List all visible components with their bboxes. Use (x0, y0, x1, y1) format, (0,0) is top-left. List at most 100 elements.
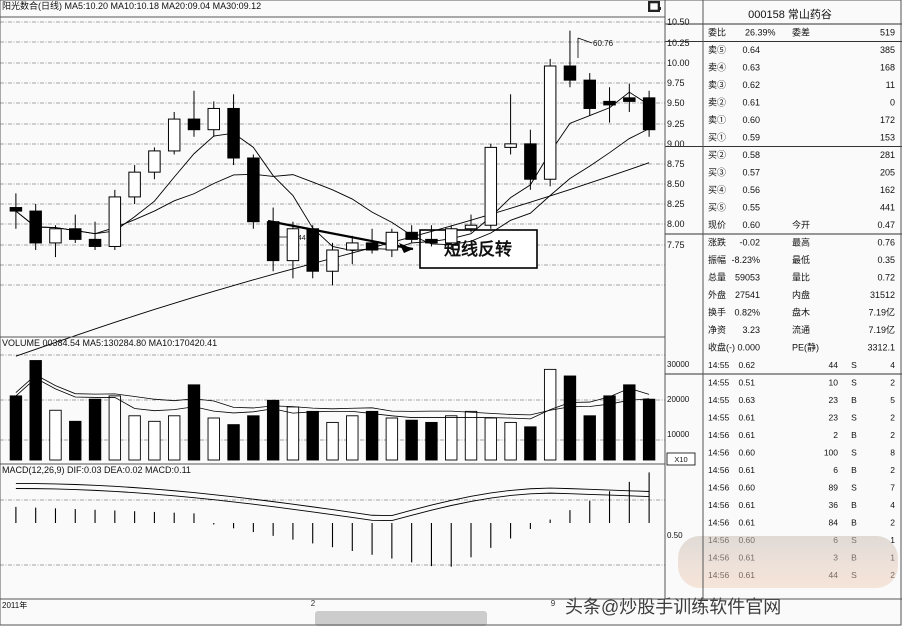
svg-text:卖④: 卖④ (708, 63, 726, 73)
svg-text:441: 441 (880, 203, 895, 213)
svg-text:168: 168 (880, 63, 895, 73)
svg-text:换手: 换手 (708, 307, 726, 318)
svg-text:0.63: 0.63 (742, 63, 760, 73)
svg-text:26.39%: 26.39% (745, 28, 776, 38)
svg-text:量比: 量比 (792, 272, 810, 283)
svg-text:44: 44 (829, 360, 839, 370)
svg-text:23: 23 (829, 395, 839, 405)
svg-text:0.56: 0.56 (742, 185, 760, 195)
svg-text:B: B (851, 500, 857, 510)
svg-text:B: B (851, 465, 857, 475)
svg-text:B: B (851, 395, 857, 405)
svg-text:0.61: 0.61 (742, 98, 760, 108)
svg-text:MACD(12,26,9) DIF:0.03 DEA:0.0: MACD(12,26,9) DIF:0.03 DEA:0.02 MACD:0.1… (2, 465, 191, 475)
svg-text:VOLUME 00384.54 MA5:130284.80: VOLUME 00384.54 MA5:130284.80 MA10:17042… (2, 338, 217, 348)
svg-text:2: 2 (890, 518, 895, 528)
svg-text:0.64: 0.64 (742, 45, 760, 55)
svg-text:89: 89 (829, 483, 839, 493)
svg-text:-0.02: -0.02 (739, 238, 760, 248)
svg-text:385: 385 (880, 45, 895, 55)
svg-text:头条@炒股手训练软件官网: 头条@炒股手训练软件官网 (565, 597, 781, 617)
svg-text:0.50: 0.50 (667, 531, 683, 540)
svg-text:卖①: 卖① (708, 115, 726, 125)
svg-text:0.60: 0.60 (742, 115, 760, 125)
svg-text:外盘: 外盘 (708, 289, 726, 300)
svg-text:281: 281 (880, 150, 895, 160)
svg-text:S: S (851, 483, 857, 493)
svg-text:9.25: 9.25 (667, 119, 685, 129)
svg-text:0.72: 0.72 (877, 273, 895, 283)
svg-text:2: 2 (890, 413, 895, 423)
svg-text:60.76: 60.76 (593, 39, 614, 48)
svg-text:59053: 59053 (735, 273, 760, 283)
svg-text:买⑤: 买⑤ (708, 203, 726, 213)
svg-text:B: B (851, 430, 857, 440)
svg-text:14:56: 14:56 (708, 465, 730, 475)
svg-text:2: 2 (833, 430, 838, 440)
svg-text:4: 4 (890, 360, 895, 370)
svg-text:6: 6 (833, 465, 838, 475)
svg-text:今开: 今开 (792, 219, 810, 230)
svg-text:卖⑤: 卖⑤ (708, 45, 726, 55)
svg-text:委比: 委比 (708, 27, 726, 38)
svg-text:0.58: 0.58 (742, 150, 760, 160)
svg-text:14:55: 14:55 (708, 413, 730, 423)
svg-text:14:55: 14:55 (708, 378, 730, 388)
svg-text:162: 162 (880, 185, 895, 195)
svg-text:14:56: 14:56 (708, 500, 730, 510)
svg-text:14:55: 14:55 (708, 360, 730, 370)
svg-text:S: S (851, 448, 857, 458)
svg-text:0.61: 0.61 (738, 500, 755, 510)
svg-text:84: 84 (829, 518, 839, 528)
svg-text:买③: 买③ (708, 168, 726, 178)
svg-text:0.000: 0.000 (737, 343, 760, 353)
svg-text:2: 2 (890, 465, 895, 475)
svg-text:B: B (851, 518, 857, 528)
svg-text:8.75: 8.75 (667, 159, 685, 169)
svg-text:9: 9 (551, 599, 556, 608)
svg-text:3312.1: 3312.1 (867, 343, 895, 353)
svg-text:153: 153 (880, 133, 895, 143)
svg-text:买②: 买② (708, 150, 726, 160)
svg-text:S: S (851, 360, 857, 370)
svg-text:31512: 31512 (870, 290, 895, 300)
svg-text:10.00: 10.00 (667, 58, 690, 68)
svg-text:0.51: 0.51 (738, 378, 755, 388)
svg-text:净资: 净资 (708, 324, 726, 335)
svg-text:0.63: 0.63 (738, 395, 755, 405)
svg-text:11: 11 (886, 80, 895, 90)
svg-text:2: 2 (890, 430, 895, 440)
svg-text:盘木: 盘木 (792, 307, 810, 318)
svg-text:14:56: 14:56 (708, 518, 730, 528)
svg-text:买①: 买① (708, 133, 726, 143)
svg-text:27541: 27541 (735, 290, 760, 300)
svg-text:9.00: 9.00 (667, 139, 685, 149)
svg-text:0.60: 0.60 (738, 483, 755, 493)
svg-text:14:55: 14:55 (708, 395, 730, 405)
svg-text:2011年: 2011年 (2, 600, 27, 610)
svg-text:10.25: 10.25 (667, 38, 690, 48)
svg-text:14:56: 14:56 (708, 483, 730, 493)
svg-text:0.82%: 0.82% (734, 308, 760, 318)
svg-text:流通: 流通 (792, 324, 810, 335)
svg-text:卖②: 卖② (708, 98, 726, 108)
svg-text:30000: 30000 (667, 360, 690, 369)
svg-text:0.62: 0.62 (742, 80, 760, 90)
svg-text:14:56: 14:56 (708, 448, 730, 458)
svg-text:2: 2 (311, 599, 316, 608)
svg-text:36: 36 (829, 500, 839, 510)
svg-text:8.25: 8.25 (667, 199, 685, 209)
svg-text:172: 172 (880, 115, 895, 125)
svg-text:振幅: 振幅 (708, 254, 726, 265)
svg-text:X10: X10 (674, 455, 687, 464)
svg-text:8: 8 (890, 448, 895, 458)
svg-text:收盘(-): 收盘(-) (708, 342, 735, 353)
svg-text:0.61: 0.61 (738, 430, 755, 440)
svg-text:7: 7 (890, 483, 895, 493)
svg-text:3.23: 3.23 (742, 325, 760, 335)
svg-text:内盘: 内盘 (792, 289, 810, 300)
svg-text:委差: 委差 (792, 27, 810, 38)
svg-text:卖③: 卖③ (708, 80, 726, 90)
svg-text:现价: 现价 (708, 220, 726, 230)
svg-text:0.60: 0.60 (742, 220, 760, 230)
